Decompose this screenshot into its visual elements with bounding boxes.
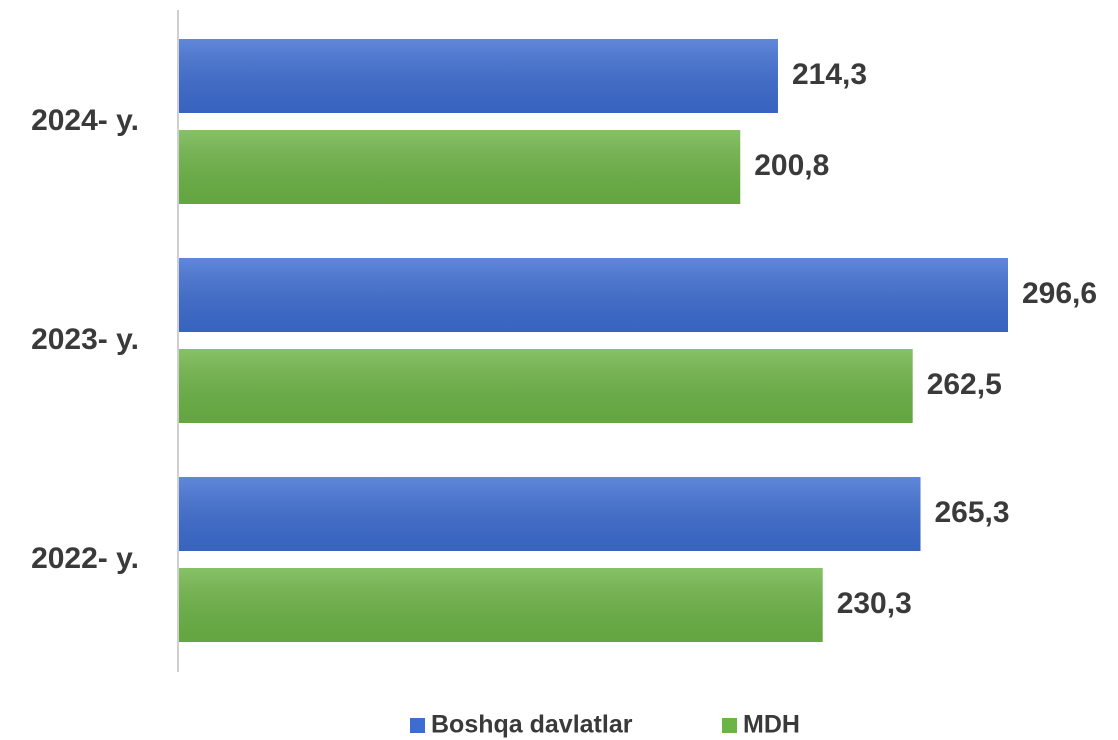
bar-shade [179, 477, 921, 551]
bar-shade [179, 349, 913, 423]
legend-label: Boshqa davlatlar [431, 711, 633, 739]
bar-shade [179, 568, 823, 642]
value-label: 262,5 [927, 368, 1002, 401]
value-label: 214,3 [792, 58, 867, 91]
value-label: 265,3 [935, 496, 1010, 529]
legend-label: MDH [743, 711, 800, 739]
value-label: 200,8 [754, 149, 829, 182]
legend-swatch [722, 718, 737, 733]
bar-shade [179, 258, 1008, 332]
category-label: 2023- y. [31, 323, 139, 356]
value-label: 230,3 [837, 587, 912, 620]
value-label: 296,6 [1022, 277, 1097, 310]
bar-shade [179, 39, 778, 113]
bar-shade [179, 130, 741, 204]
legend-swatch [410, 718, 425, 733]
category-label: 2022- y. [31, 542, 139, 575]
category-label: 2024- y. [31, 104, 139, 137]
